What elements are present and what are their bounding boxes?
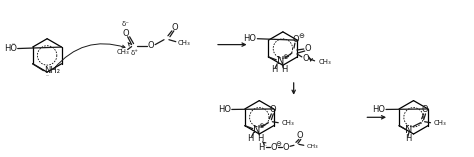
Text: HO: HO — [243, 34, 256, 43]
Text: O: O — [122, 29, 129, 38]
Text: O: O — [304, 43, 311, 53]
Text: CH₃: CH₃ — [319, 59, 331, 65]
Text: O: O — [148, 41, 155, 50]
Text: O: O — [269, 106, 276, 114]
Text: ⊖: ⊖ — [275, 141, 281, 147]
Text: N: N — [276, 56, 284, 66]
Text: H: H — [281, 65, 287, 74]
Text: CH₃: CH₃ — [281, 120, 294, 126]
Text: δ⁺: δ⁺ — [130, 50, 138, 57]
Text: H: H — [405, 134, 411, 143]
Text: HO: HO — [4, 44, 17, 53]
Text: O: O — [271, 143, 278, 152]
Text: NH₂: NH₂ — [45, 66, 61, 75]
Text: O: O — [172, 23, 178, 32]
Text: N: N — [253, 125, 260, 135]
Text: O: O — [302, 54, 309, 63]
Text: CH₃: CH₃ — [178, 40, 191, 46]
Text: H: H — [258, 143, 264, 152]
Text: H: H — [247, 134, 254, 143]
Text: ··: ·· — [264, 143, 267, 148]
Text: HO: HO — [372, 105, 385, 114]
Text: ⊕: ⊕ — [259, 123, 264, 129]
Text: O: O — [292, 35, 299, 44]
Text: ⊕: ⊕ — [282, 54, 288, 60]
Text: O: O — [297, 131, 303, 140]
Text: O: O — [421, 106, 428, 114]
Text: ⊖: ⊖ — [298, 33, 304, 39]
Text: H: H — [257, 134, 264, 143]
Text: O: O — [283, 143, 290, 152]
Text: N: N — [405, 125, 412, 135]
Text: HO: HO — [218, 105, 231, 114]
Text: CH₃: CH₃ — [307, 144, 319, 149]
Text: CH₃: CH₃ — [117, 49, 129, 55]
Text: ··: ·· — [46, 73, 49, 78]
Text: ··: ·· — [12, 41, 16, 46]
Text: CH₃: CH₃ — [433, 120, 446, 126]
Text: δ⁻: δ⁻ — [122, 21, 130, 27]
Text: H: H — [271, 65, 277, 74]
